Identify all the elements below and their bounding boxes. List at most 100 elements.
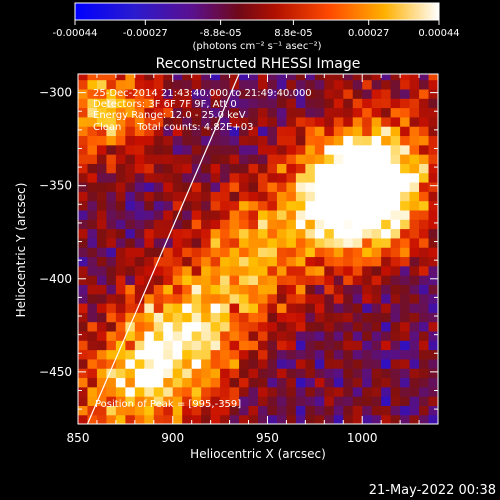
heatmap-cell xyxy=(258,154,269,164)
heatmap-cell xyxy=(144,200,155,211)
heatmap-cell xyxy=(400,135,411,146)
heatmap-cell xyxy=(201,293,212,304)
heatmap-cell xyxy=(220,135,231,146)
heatmap-cell xyxy=(400,144,411,155)
heatmap-cell xyxy=(78,163,89,174)
heatmap-cell xyxy=(144,107,155,118)
heatmap-cell xyxy=(220,349,231,360)
colorbar-ticks: -0.00044 -0.00027 -8.8e-05 8.8e-05 0.00027 0.… xyxy=(53,20,460,39)
heatmap-cell xyxy=(362,126,373,137)
heatmap-cell xyxy=(248,116,259,127)
heatmap-cell xyxy=(267,265,278,276)
heatmap-cell xyxy=(381,265,392,276)
heatmap-cell xyxy=(96,200,108,211)
heatmap-cell xyxy=(172,265,183,276)
heatmap-cell xyxy=(248,302,259,313)
heatmap-cell xyxy=(314,321,325,332)
heatmap-cell xyxy=(362,181,373,192)
heatmap-cell xyxy=(210,154,221,164)
heatmap-cell xyxy=(172,247,183,258)
heatmap-cell xyxy=(314,144,325,155)
heatmap-cell xyxy=(333,284,344,295)
heatmap-cell xyxy=(428,135,438,146)
heatmap-cell xyxy=(229,116,240,127)
heatmap-cell xyxy=(106,349,117,360)
heatmap-cell xyxy=(324,200,335,211)
heatmap-cell xyxy=(409,368,420,379)
heatmap-cell xyxy=(172,256,183,267)
heatmap-cell xyxy=(276,247,288,258)
heatmap-cell xyxy=(220,116,231,127)
y-tick-label: −350 xyxy=(39,179,72,193)
heatmap-cell xyxy=(409,79,420,90)
heatmap-cell xyxy=(210,200,221,211)
heatmap-cell xyxy=(239,163,250,174)
heatmap-cell xyxy=(229,74,240,81)
heatmap-cell xyxy=(220,228,231,239)
heatmap-cell xyxy=(428,228,438,239)
heatmap-cell xyxy=(78,340,89,351)
heatmap-cell xyxy=(191,340,202,351)
heatmap-cell xyxy=(144,116,155,127)
heatmap-cell xyxy=(409,200,420,211)
heatmap-cell xyxy=(286,340,297,351)
heatmap-cell xyxy=(409,405,420,416)
heatmap-cell xyxy=(210,405,221,416)
heatmap-cell xyxy=(96,79,108,90)
heatmap-cell xyxy=(125,228,136,239)
heatmap-cell xyxy=(381,181,392,192)
heatmap-cell xyxy=(381,191,392,202)
heatmap-cell xyxy=(239,396,250,406)
heatmap-cell xyxy=(144,126,155,137)
heatmap-cell xyxy=(267,163,278,174)
heatmap-cell xyxy=(229,200,240,211)
heatmap-cell xyxy=(343,405,354,416)
heatmap-cell xyxy=(428,247,438,258)
heatmap-cell xyxy=(295,386,306,397)
heatmap-cell xyxy=(210,414,221,424)
heatmap-cell xyxy=(419,275,430,285)
heatmap-cell xyxy=(78,191,89,202)
heatmap-cell xyxy=(210,349,221,360)
heatmap-cell xyxy=(419,135,430,146)
heatmap-cell xyxy=(163,107,174,118)
heatmap-cell xyxy=(229,321,240,332)
heatmap-cell xyxy=(163,154,174,164)
heatmap-cell xyxy=(267,79,278,90)
heatmap-cell xyxy=(229,312,240,323)
heatmap-cell xyxy=(362,330,373,341)
heatmap-cell xyxy=(125,405,136,416)
heatmap-cell xyxy=(362,265,373,276)
heatmap-cell xyxy=(182,349,193,360)
heatmap-cell xyxy=(78,116,89,127)
heatmap-cell xyxy=(115,228,126,239)
heatmap-cell xyxy=(286,414,297,424)
heatmap-cell xyxy=(324,275,335,285)
heatmap-cell xyxy=(106,135,117,146)
heatmap-cell xyxy=(239,321,250,332)
heatmap-cell xyxy=(172,144,183,155)
heatmap-cell xyxy=(428,191,438,202)
heatmap-cell xyxy=(115,396,126,406)
heatmap-cell xyxy=(267,209,278,220)
heatmap-cell xyxy=(182,358,193,369)
heatmap-cell xyxy=(87,275,98,285)
heatmap-cell xyxy=(295,256,306,267)
heatmap-cell xyxy=(172,163,183,174)
heatmap-cell xyxy=(400,358,411,369)
heatmap-cell xyxy=(343,386,354,397)
heatmap-cell xyxy=(144,209,155,220)
heatmap-cell xyxy=(87,284,98,295)
heatmap-cell xyxy=(400,219,411,230)
heatmap-cell xyxy=(352,237,363,248)
heatmap-cell xyxy=(163,340,174,351)
heatmap-cell xyxy=(191,88,202,99)
heatmap-cell xyxy=(153,116,164,127)
heatmap-cell xyxy=(362,74,373,81)
heatmap-cell xyxy=(96,154,108,164)
heatmap-cell xyxy=(144,256,155,267)
heatmap-cell xyxy=(191,191,202,202)
heatmap-cell xyxy=(96,98,108,109)
heatmap-cell xyxy=(381,396,392,406)
heatmap-cell xyxy=(390,107,401,118)
